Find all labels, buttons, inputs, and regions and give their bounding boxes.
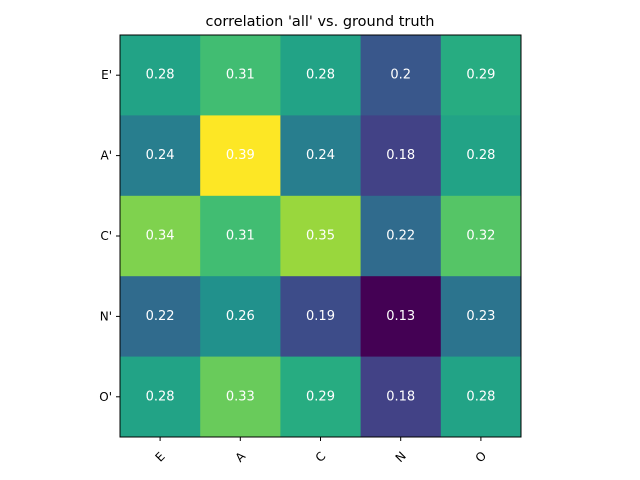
x-tick-label: C — [313, 449, 329, 465]
cell-value-label: 0.18 — [386, 148, 415, 163]
heatmap-cell — [120, 356, 201, 438]
heatmap-cell — [360, 115, 442, 197]
heatmap-cell — [440, 276, 522, 358]
y-tick-label: N' — [100, 309, 112, 323]
cell-value-label: 0.28 — [146, 68, 175, 83]
cell-value-label: 0.28 — [306, 68, 335, 83]
heatmap-cell — [280, 276, 362, 358]
cell-value-label: 0.33 — [226, 389, 255, 404]
heatmap-cell — [120, 195, 201, 277]
cell-value-label: 0.22 — [146, 309, 175, 324]
chart-title: correlation 'all' vs. ground truth — [206, 14, 435, 30]
cell-value-label: 0.31 — [226, 68, 255, 83]
heatmap-cell — [120, 35, 201, 116]
cell-value-label: 0.23 — [466, 309, 495, 324]
y-tick-label: C' — [100, 229, 112, 243]
heatmap-cell — [280, 195, 362, 277]
heatmap-cell — [200, 356, 281, 438]
cell-value-label: 0.39 — [226, 148, 255, 163]
y-tick-label: E' — [101, 68, 112, 82]
heatmap-cell — [120, 276, 201, 358]
heatmap-cell — [440, 195, 522, 277]
heatmap-cell — [440, 35, 522, 116]
cell-value-label: 0.29 — [306, 389, 335, 404]
x-tick-label: O — [473, 449, 490, 466]
heatmap-cells — [120, 35, 522, 438]
cell-value-label: 0.2 — [390, 68, 411, 83]
x-tick-label: A — [232, 449, 248, 465]
heatmap-cell — [280, 115, 362, 197]
cell-value-label: 0.28 — [466, 148, 495, 163]
heatmap-cell — [280, 356, 362, 438]
cell-value-label: 0.31 — [226, 229, 255, 244]
heatmap-cell — [200, 115, 281, 197]
heatmap-cell — [280, 35, 362, 116]
cell-value-label: 0.24 — [146, 148, 175, 163]
cell-value-label: 0.24 — [306, 148, 335, 163]
heatmap-value-labels: 0.28 0.31 0.28 0.2 0.29 0.24 0.39 0.24 0.18 0.28 0… — [146, 68, 496, 405]
heatmap-cell — [120, 115, 201, 197]
cell-value-label: 0.32 — [466, 229, 495, 244]
heatmap-cell — [440, 115, 522, 197]
y-tick-label: O' — [99, 390, 112, 404]
y-axis: E' A' C' N' O' — [99, 68, 120, 404]
cell-value-label: 0.13 — [386, 309, 415, 324]
cell-value-label: 0.22 — [386, 229, 415, 244]
heatmap-cell — [360, 35, 442, 116]
heatmap-cell — [360, 356, 442, 438]
heatmap-cell — [440, 356, 522, 438]
cell-value-label: 0.26 — [226, 309, 255, 324]
cell-value-label: 0.18 — [386, 389, 415, 404]
heatmap-cell — [200, 195, 281, 277]
heatmap-cell — [200, 35, 281, 116]
cell-value-label: 0.29 — [466, 68, 495, 83]
heatmap-cell — [200, 276, 281, 358]
x-tick-label: E — [152, 449, 167, 464]
heatmap-cell — [360, 276, 442, 358]
x-tick-label: N — [393, 449, 409, 465]
heatmap-cell — [360, 195, 442, 277]
cell-value-label: 0.28 — [146, 389, 175, 404]
cell-value-label: 0.35 — [306, 229, 335, 244]
y-tick-label: A' — [100, 149, 112, 163]
cell-value-label: 0.28 — [466, 389, 495, 404]
cell-value-label: 0.34 — [146, 229, 175, 244]
cell-value-label: 0.19 — [306, 309, 335, 324]
